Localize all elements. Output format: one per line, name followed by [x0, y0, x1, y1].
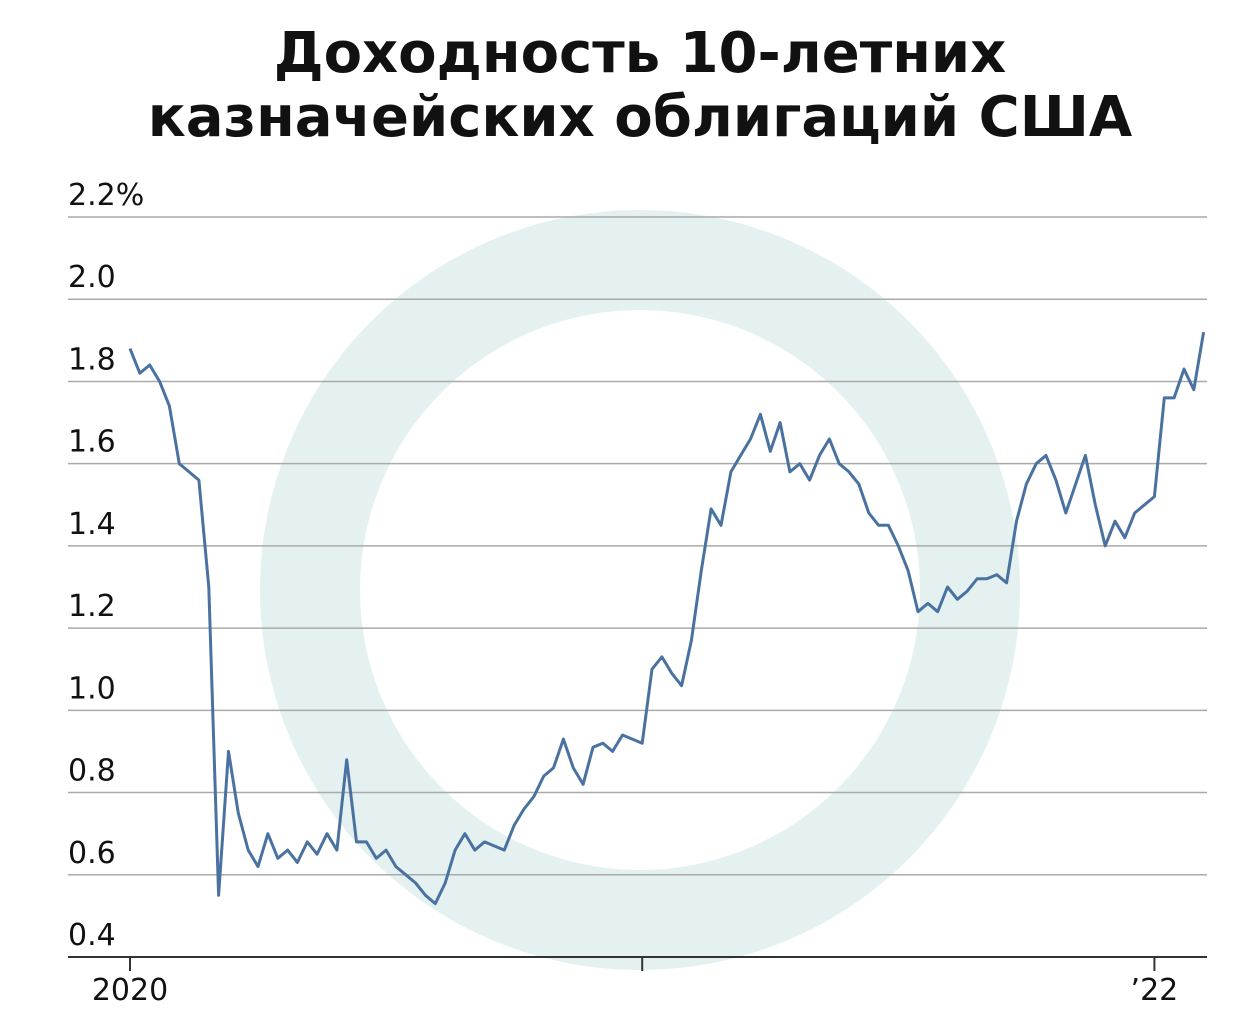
y-tick-label: 0.6 — [68, 836, 116, 871]
line — [128, 331, 1206, 906]
chart-title: Доходность 10-летних — [274, 21, 1007, 86]
y-tick-label: 0.8 — [68, 754, 116, 789]
y-tick-label: 1.2 — [68, 589, 116, 624]
y-tick-label: 1.6 — [68, 425, 116, 460]
y-tick-label: 1.0 — [68, 671, 116, 706]
y-tick-label: 1.8 — [68, 342, 116, 377]
y-tick-label: 2.2% — [68, 178, 144, 213]
x-tick-label: ’22 — [1131, 973, 1179, 1008]
watermark-ring — [260, 210, 1020, 970]
y-tick-label: 0.4 — [68, 918, 116, 953]
y-tick-label: 2.0 — [68, 260, 116, 295]
x-tick-label: 2020 — [92, 973, 168, 1008]
chart-title: казначейских облигаций США — [148, 85, 1133, 150]
y-tick-label: 1.4 — [68, 507, 116, 542]
